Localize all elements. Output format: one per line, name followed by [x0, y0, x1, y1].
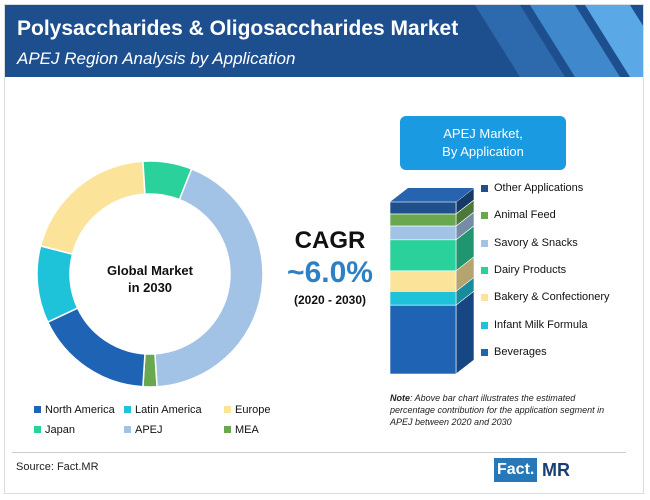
donut-center-line2: in 2030 [127, 280, 173, 295]
stack-legend-label: Animal Feed [494, 209, 556, 221]
stack-legend-label: Bakery & Confectionery [494, 291, 610, 303]
legend-label: Latin America [135, 404, 202, 416]
legend-swatch [224, 406, 231, 413]
legend-item-latin-america: Latin America [124, 404, 202, 416]
cagr-value: ~6.0% [287, 256, 373, 289]
stack-legend-swatch [481, 240, 488, 247]
legend-label: Japan [45, 424, 75, 436]
legend-item-europe: Europe [224, 404, 270, 416]
stack-legend-swatch [481, 294, 488, 301]
donut-hole [71, 195, 229, 353]
stack-legend-swatch [481, 322, 488, 329]
source-text: Source: Fact.MR [16, 461, 99, 473]
donut-center-line1: Global Market [107, 263, 193, 278]
legend-swatch [224, 426, 231, 433]
note-text: : Above bar chart illustrates the estima… [390, 393, 605, 427]
page-title: Polysaccharides & Oligosaccharides Marke… [17, 17, 459, 40]
legend-item-apej: APEJ [124, 424, 163, 436]
legend-item-north-america: North America [34, 404, 115, 416]
stack-legend-label: Other Applications [494, 182, 584, 194]
legend-swatch [124, 406, 131, 413]
stack-side-beverages [455, 290, 475, 375]
legend-label: MEA [235, 424, 259, 436]
stack-legend-swatch [481, 185, 488, 192]
legend-label: APEJ [135, 424, 163, 436]
page-subtitle: APEJ Region Analysis by Application [17, 49, 296, 68]
callout-line1: APEJ Market, [443, 126, 523, 141]
legend-swatch [124, 426, 131, 433]
legend-swatch [34, 426, 41, 433]
stack-segment-animal-feed [389, 213, 457, 227]
logo-mr: MR [542, 460, 570, 480]
stack-top-face [390, 188, 474, 202]
legend-label: Europe [235, 404, 271, 416]
donut-slice-apej [154, 167, 264, 388]
stack-legend-swatch [481, 267, 488, 274]
stack-legend-label: Dairy Products [494, 264, 567, 276]
stack-legend-label: Beverages [494, 346, 547, 358]
legend-label: North America [45, 404, 115, 416]
stack-legend-swatch [481, 349, 488, 356]
stack-segment-beverages [389, 304, 457, 375]
donut-slice-latin-america [36, 244, 79, 324]
stack-segment-dairy-products [389, 239, 457, 272]
stack-segment-bakery-confectionery [389, 270, 457, 292]
stack-segment-infant-milk-formula [389, 291, 457, 306]
factmr-logo: Fact. MR [494, 458, 594, 482]
logo-fact: Fact. [494, 458, 538, 482]
stack-segment-savory-snacks [389, 225, 457, 241]
apej-callout: APEJ Market, By Application [400, 116, 566, 170]
stack-legend-swatch [481, 212, 488, 219]
infographic-frame: Polysaccharides & Oligosaccharides Marke… [4, 4, 644, 494]
stack-legend-label: Infant Milk Formula [494, 319, 588, 331]
header-banner: Polysaccharides & Oligosaccharides Marke… [5, 5, 643, 77]
donut-center-label: Global Market in 2030 [100, 262, 200, 296]
footer-divider [12, 452, 626, 453]
stack-segment-other-applications [389, 201, 457, 215]
header-stripes [475, 5, 643, 77]
note-label: Note [390, 393, 410, 403]
legend-item-japan: Japan [34, 424, 75, 436]
callout-line2: By Application [442, 144, 524, 159]
cagr-label: CAGR [294, 227, 366, 254]
donut-chart [36, 160, 264, 388]
cagr-period: (2020 - 2030) [293, 293, 367, 307]
stack-legend-label: Savory & Snacks [494, 237, 578, 249]
legend-swatch [34, 406, 41, 413]
chart-note: Note: Above bar chart illustrates the es… [390, 392, 620, 428]
legend-item-mea: MEA [224, 424, 259, 436]
stacked-column-chart [389, 187, 475, 375]
cagr-block: CAGR ~6.0% (2020 - 2030) [270, 227, 390, 309]
